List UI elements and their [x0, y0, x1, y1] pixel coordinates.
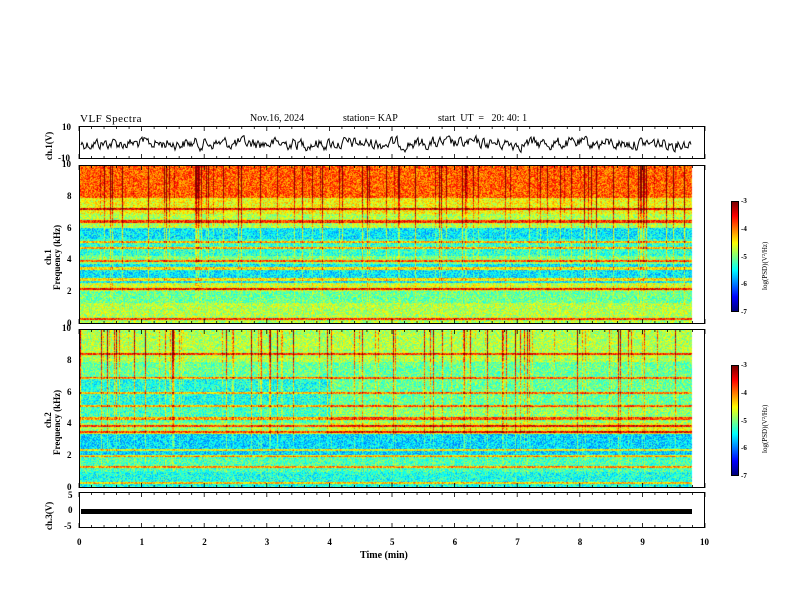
ch1-ytick-bottom: -10 — [58, 153, 70, 163]
colorbar-gradient — [732, 202, 738, 311]
ch2-colorbar-label: log(PSD)(V²/Hz) — [761, 404, 769, 453]
colorbar-tick-label: -3 — [741, 361, 747, 369]
colorbar-tick-label: -4 — [741, 388, 747, 397]
time-tick-label: 9 — [640, 537, 645, 547]
ch3-ytick-top: 5 — [68, 490, 73, 500]
freq-tick-label: 6 — [67, 222, 72, 233]
freq-tick-label: 2 — [67, 286, 72, 297]
time-tick-label: 4 — [327, 537, 332, 547]
ch1-spectrogram-panel — [79, 165, 705, 324]
ch3-waveform-line — [81, 509, 692, 514]
ch2-colorbar — [731, 365, 739, 476]
time-tick-label: 8 — [577, 537, 583, 547]
time-tick-label: 2 — [202, 537, 207, 547]
ch2-spectrogram-image — [80, 330, 704, 487]
freq-tick-label: 0 — [67, 482, 72, 492]
colorbar-tick-label: -7 — [741, 308, 747, 316]
freq-tick-label: 2 — [67, 450, 72, 461]
ch1-waveform-line — [80, 134, 692, 154]
ch1-spec-ylabel-freq: Frequency (kHz) — [52, 224, 62, 290]
freq-tick-label: 0 — [67, 318, 72, 328]
time-tick-label: 5 — [390, 537, 395, 547]
ch3-ytick-mid: 0 — [68, 505, 73, 515]
freq-tick-label: 8 — [67, 190, 72, 201]
ch1-spectrogram-image — [80, 166, 704, 323]
time-tick-label: 10 — [700, 537, 709, 547]
ch3-ylabel: ch.3(V) — [44, 501, 54, 530]
date-label: Nov.16, 2024 — [250, 113, 305, 124]
colorbar-tick-label: -5 — [741, 416, 747, 425]
ch2-spectrogram-panel — [79, 329, 705, 488]
ch2-spec-ylabel-freq: Frequency (kHz) — [52, 389, 62, 455]
colorbar-tick-label: -3 — [741, 197, 747, 205]
colorbar-tick-label: -7 — [741, 472, 747, 480]
ch1-ylabel: ch.1(V) — [44, 131, 54, 160]
ch3-waveform-panel — [79, 492, 705, 528]
ch1-colorbar-label: log(PSD)(V²/Hz) — [761, 241, 769, 290]
colorbar-tick-label: -5 — [741, 252, 747, 261]
freq-tick-label: 6 — [67, 386, 72, 397]
time-tick-label: 7 — [515, 537, 520, 547]
station-label: station= KAP — [343, 113, 398, 124]
time-tick-label: 3 — [264, 537, 270, 547]
freq-tick-label: 4 — [67, 254, 72, 265]
colorbar-tick-label: -4 — [741, 224, 747, 233]
time-tick-label: 1 — [139, 537, 145, 547]
ch1-ytick-top: 10 — [62, 122, 71, 132]
start-time-label: start UT = 20: 40: 1 — [438, 113, 528, 124]
ch1-waveform-trace — [80, 134, 692, 154]
ch1-waveform-panel — [79, 126, 705, 159]
freq-tick-label: 4 — [67, 418, 72, 429]
time-axis-label: Time (min) — [360, 550, 408, 561]
ch1-colorbar — [731, 201, 739, 312]
freq-tick-label: 8 — [67, 354, 72, 365]
ch3-ytick-bottom: -5 — [64, 521, 72, 531]
time-tick-label: 6 — [452, 537, 458, 547]
freq-tick-label: 10 — [62, 323, 71, 333]
freq-tick-label: 10 — [62, 159, 71, 169]
colorbar-gradient — [732, 366, 738, 475]
time-tick-label: 0 — [77, 537, 82, 547]
colorbar-tick-label: -6 — [741, 280, 747, 289]
colorbar-tick-label: -6 — [741, 444, 747, 453]
chart-title: VLF Spectra — [80, 113, 143, 125]
